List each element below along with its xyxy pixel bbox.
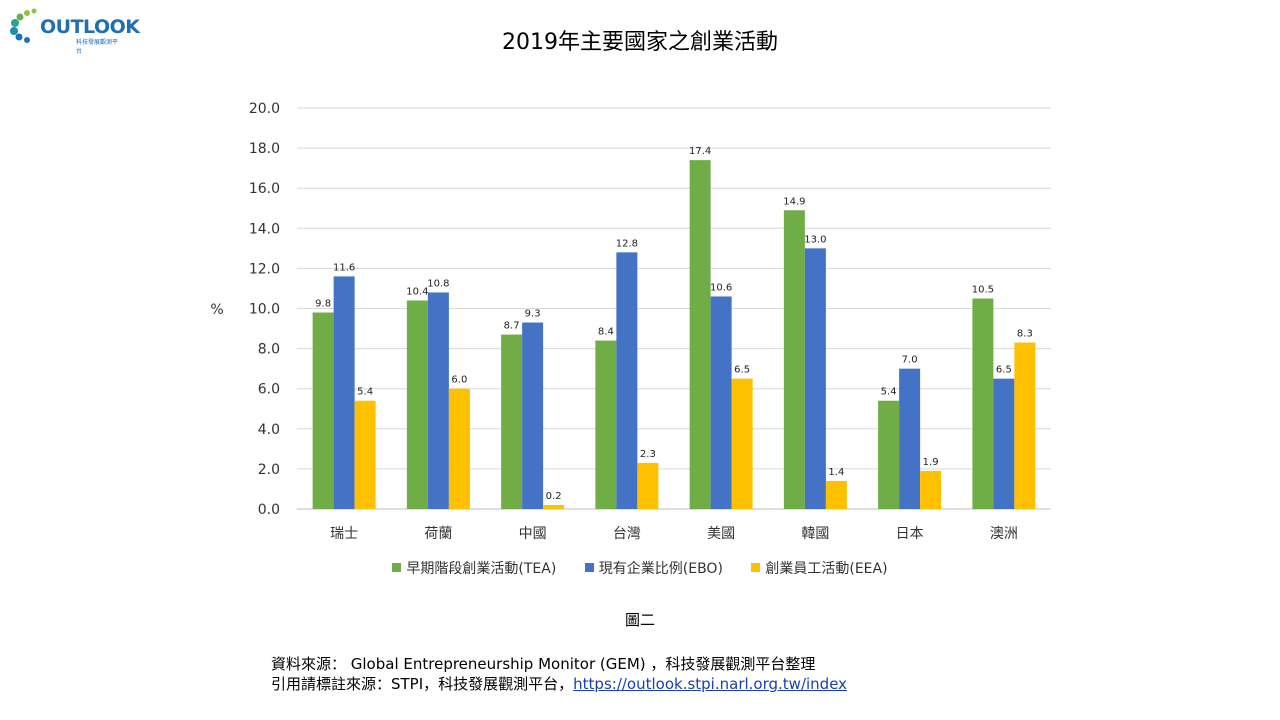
data-label: 2.3 [640, 449, 656, 460]
logo-text: OUTLOOK [40, 16, 140, 38]
data-label: 12.8 [616, 238, 638, 249]
legend-swatch-eea [751, 563, 761, 572]
x-tick-label: 澳洲 [990, 526, 1018, 542]
data-label: 13.0 [804, 234, 826, 245]
legend-label-ebo: 現有企業比例(EBO) [598, 561, 723, 577]
legend-item-eea: 創業員工活動(EEA) [751, 558, 888, 578]
data-label: 1.9 [923, 457, 939, 468]
x-tick-label: 韓國 [801, 526, 829, 542]
y-tick-label: 10.0 [249, 302, 280, 318]
x-tick-label: 台灣 [613, 526, 641, 542]
data-label: 6.5 [996, 365, 1012, 376]
y-tick-label: 18.0 [249, 141, 280, 157]
y-tick-label: 16.0 [249, 181, 280, 197]
bar [731, 378, 753, 509]
y-tick-label: 2.0 [258, 462, 280, 478]
data-label: 6.5 [734, 365, 750, 376]
data-label: 9.8 [315, 299, 331, 310]
data-label: 5.4 [881, 387, 897, 398]
bar [312, 312, 334, 509]
citation-line: 引用請標註來源：STPI，科技發展觀測平台，https://outlook.st… [271, 674, 847, 694]
data-label: 10.8 [427, 278, 449, 289]
data-label: 11.6 [333, 262, 355, 273]
data-label: 0.2 [546, 491, 562, 502]
bar [920, 470, 942, 509]
source-link[interactable]: https://outlook.stpi.narl.org.tw/index [573, 675, 848, 693]
data-label: 7.0 [902, 355, 918, 366]
bar [825, 480, 847, 509]
legend: 早期階段創業活動(TEA) 現有企業比例(EBO) 創業員工活動(EEA) [0, 558, 1280, 578]
x-tick-label: 日本 [896, 526, 924, 542]
bar [783, 210, 805, 509]
data-label: 8.3 [1017, 329, 1033, 340]
bar [448, 388, 470, 509]
bar [501, 334, 523, 509]
bar [595, 340, 617, 509]
bar-chart: 0.02.04.06.08.010.012.014.016.018.020.0 … [210, 101, 1051, 542]
bar [972, 298, 994, 509]
bar [354, 400, 376, 509]
data-label: 9.3 [525, 309, 541, 320]
bar [804, 248, 826, 509]
bar [522, 322, 544, 509]
source-note: 資料來源： Global Entrepreneurship Monitor (G… [271, 654, 847, 694]
bar [406, 300, 428, 509]
figure-label: 圖二 [624, 611, 655, 629]
bar [689, 160, 711, 509]
bar [710, 296, 732, 509]
data-label: 14.9 [783, 196, 805, 207]
bar [333, 276, 355, 509]
bar [543, 504, 565, 509]
x-tick-label: 瑞士 [330, 526, 358, 542]
legend-swatch-tea [392, 563, 402, 572]
bar [899, 368, 921, 509]
data-label: 1.4 [828, 467, 844, 478]
source-line: 資料來源： Global Entrepreneurship Monitor (G… [271, 655, 816, 673]
y-axis-ticks: 0.0 2.0 4.0 6.0 8.0 10.0 12.0 14.0 16.0 18.0 20.0 [249, 101, 280, 518]
data-label: 6.0 [451, 375, 467, 386]
legend-swatch-ebo [584, 563, 594, 572]
y-tick-label: 12.0 [249, 261, 280, 277]
citation-prefix: 引用請標註來源：STPI，科技發展觀測平台， [271, 675, 574, 693]
legend-label-eea: 創業員工活動(EEA) [765, 561, 888, 577]
x-axis-ticks: 瑞士 荷蘭 中國 台灣 美國 韓國 日本 澳洲 [330, 526, 1018, 542]
legend-item-ebo: 現有企業比例(EBO) [584, 558, 723, 578]
y-tick-label: 14.0 [249, 221, 280, 237]
data-label: 10.5 [972, 284, 994, 295]
outlook-logo: OUTLOOK 科技發展觀測平台 [8, 6, 140, 55]
bar [427, 292, 449, 509]
legend-item-tea: 早期階段創業活動(TEA) [392, 558, 556, 578]
data-label: 5.4 [357, 387, 373, 398]
y-tick-label: 4.0 [258, 422, 280, 438]
data-label: 10.4 [406, 286, 428, 297]
bar [993, 378, 1015, 509]
x-tick-label: 荷蘭 [424, 526, 452, 542]
bar [878, 400, 900, 509]
y-axis-label: % [210, 302, 223, 318]
x-tick-label: 中國 [519, 526, 547, 542]
legend-label-tea: 早期階段創業活動(TEA) [406, 561, 557, 577]
bar [637, 462, 659, 509]
x-tick-label: 美國 [707, 526, 735, 542]
data-label: 8.4 [598, 327, 614, 338]
bar [616, 252, 638, 510]
y-tick-label: 6.0 [258, 382, 280, 398]
bars [312, 160, 1036, 510]
y-tick-label: 0.0 [258, 502, 280, 518]
y-tick-label: 8.0 [258, 342, 280, 358]
data-label: 17.4 [689, 146, 711, 157]
data-label: 10.6 [710, 282, 732, 293]
logo-dots-icon [10, 8, 37, 43]
chart-title: 2019年主要國家之創業活動 [502, 30, 778, 55]
data-labels: 9.8 11.6 5.4 10.410.8 6.0 8.7 9.3 0.2 8.4 12.8 2.3… [315, 146, 1033, 502]
y-tick-label: 20.0 [249, 101, 280, 117]
bar [1014, 342, 1036, 509]
data-label: 8.7 [504, 321, 520, 332]
logo-subtext: 科技發展觀測平台 [76, 40, 119, 55]
